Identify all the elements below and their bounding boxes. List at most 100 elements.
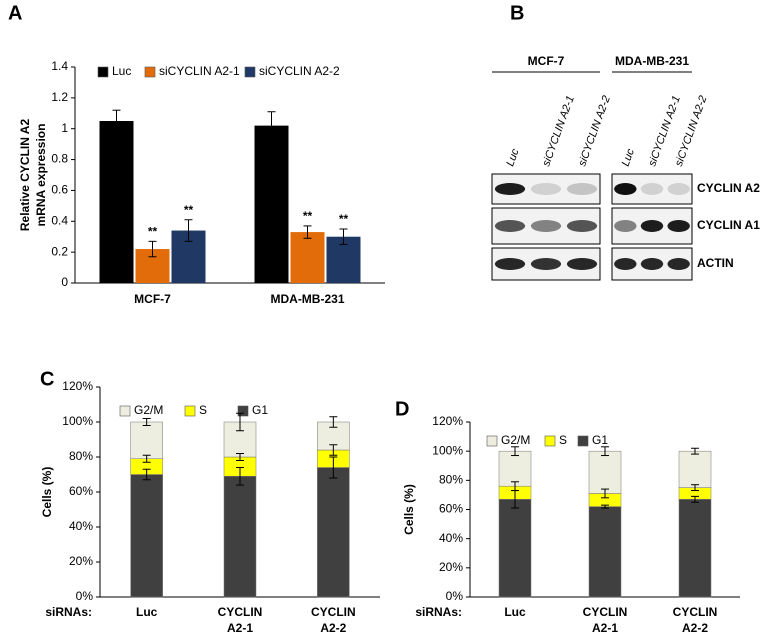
y-tick-label: 80% <box>439 473 463 487</box>
blot-band <box>530 258 562 270</box>
blot-group-label: MCF-7 <box>528 54 565 68</box>
y-tick-label: 1 <box>61 121 68 135</box>
significance: ** <box>148 225 158 239</box>
y-tick-label: 0% <box>76 589 94 603</box>
legend-swatch <box>577 435 589 447</box>
y-tick-label: 80% <box>69 449 93 463</box>
y-tick-label: 0.8 <box>51 152 68 166</box>
lane-label: Luc <box>504 147 522 168</box>
y-tick-label: 20% <box>69 554 93 568</box>
panel-label: C <box>40 368 54 390</box>
lane-label: siCYCLIN A2-2 <box>576 94 613 168</box>
y-tick-label: 40% <box>69 519 93 533</box>
legend-label: siCYCLIN A2-2 <box>259 64 340 78</box>
legend-label: S <box>559 433 567 447</box>
significance: ** <box>184 203 194 217</box>
legend-label: S <box>199 403 207 417</box>
y-tick-label: 100% <box>62 414 93 428</box>
lane-label: siCYCLIN A2-1 <box>540 94 577 168</box>
bar-segment <box>130 474 163 598</box>
blot-group-label: MDA-MB-231 <box>615 54 689 68</box>
bar-segment <box>588 450 622 494</box>
blot-band <box>494 183 526 195</box>
bar-segment <box>130 421 163 459</box>
blot-band <box>667 220 690 232</box>
bar <box>290 232 325 283</box>
legend-label: G1 <box>252 403 268 417</box>
legend-label: G1 <box>592 433 608 447</box>
x-tick-label: A2-2 <box>682 621 708 635</box>
y-tick-label: 0% <box>446 589 464 603</box>
blot-band <box>566 258 598 270</box>
bar-segment <box>223 476 257 598</box>
protein-label: CYCLIN A1 <box>697 218 760 232</box>
y-tick-label: 0.2 <box>51 244 68 258</box>
y-axis-label: Cells (%) <box>40 467 54 518</box>
blot-band <box>640 258 664 270</box>
bar-segment <box>678 450 712 488</box>
blot-band <box>566 183 598 195</box>
protein-label: ACTIN <box>697 256 734 270</box>
x-tick-label: MCF-7 <box>134 292 171 306</box>
blot-band <box>614 220 637 232</box>
blot-band <box>640 220 664 232</box>
x-tick-label: A2-1 <box>227 621 253 635</box>
bar-segment <box>588 506 622 598</box>
y-axis-label: Relative CYCLIN A2 <box>18 119 32 232</box>
y-tick-label: 0.6 <box>51 183 68 197</box>
legend-swatch <box>486 435 498 447</box>
x-tick-label: A2-1 <box>592 621 618 635</box>
blot-band <box>614 258 637 270</box>
legend-label: G2/M <box>134 403 163 417</box>
y-tick-label: 120% <box>62 379 93 393</box>
x-axis-label: siRNAs: <box>415 605 462 619</box>
legend-swatch <box>237 405 249 417</box>
panel-label: D <box>395 398 409 420</box>
y-tick-label: 0 <box>61 275 68 289</box>
bar <box>99 121 134 283</box>
blot-band <box>614 183 637 195</box>
bar-segment <box>498 499 532 598</box>
blot-band <box>494 258 526 270</box>
bar-segment <box>498 450 532 487</box>
x-tick-label: CYCLIN <box>583 605 628 619</box>
blot-band <box>566 220 598 232</box>
legend-swatch <box>544 435 556 447</box>
lane-label: Luc <box>620 147 638 168</box>
x-tick-label: Luc <box>136 605 158 619</box>
x-tick-label: A2-2 <box>320 621 346 635</box>
legend-swatch <box>119 405 131 417</box>
bar <box>254 125 289 283</box>
y-tick-label: 60% <box>69 484 93 498</box>
blot-band <box>640 183 664 195</box>
y-axis-label: mRNA expression <box>34 124 48 227</box>
blot-band <box>667 258 690 270</box>
panel-label: B <box>510 2 524 24</box>
blot-band <box>494 220 526 232</box>
y-tick-label: 40% <box>439 531 463 545</box>
y-tick-label: 1.4 <box>51 59 68 73</box>
blot-band <box>667 183 690 195</box>
legend-label: G2/M <box>501 433 530 447</box>
legend-swatch <box>97 66 109 78</box>
y-tick-label: 60% <box>439 502 463 516</box>
legend-label: siCYCLIN A2-1 <box>159 64 240 78</box>
blot-band <box>530 220 562 232</box>
y-tick-label: 20% <box>439 560 463 574</box>
y-axis-label: Cells (%) <box>402 484 416 535</box>
blot-band <box>530 183 562 195</box>
bar-segment <box>317 467 350 598</box>
x-tick-label: Luc <box>504 605 526 619</box>
x-tick-label: CYCLIN <box>218 605 263 619</box>
legend-swatch <box>244 66 256 78</box>
significance: ** <box>303 209 313 223</box>
y-tick-label: 1.2 <box>51 90 68 104</box>
protein-label: CYCLIN A2 <box>697 181 760 195</box>
y-tick-label: 0.4 <box>51 213 68 227</box>
bar-segment <box>678 499 712 598</box>
x-axis-label: siRNAs: <box>45 605 92 619</box>
legend-swatch <box>184 405 196 417</box>
legend-label: Luc <box>112 64 131 78</box>
x-tick-label: CYCLIN <box>673 605 718 619</box>
